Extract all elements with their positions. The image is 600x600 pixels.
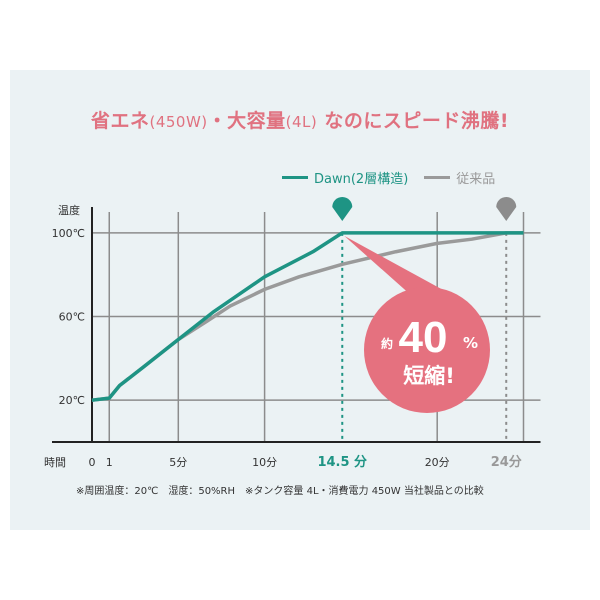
title-part: (450W) <box>149 113 208 131</box>
x-tick-label: 1 <box>106 456 113 469</box>
legend: Dawn(2層構造) 従来品 <box>282 168 511 187</box>
x-axis-label: 時間 <box>44 456 66 469</box>
legend-item-conventional: 従来品 <box>424 168 495 187</box>
series-line-dawn <box>91 231 524 402</box>
y-tick-label: 60℃ <box>59 311 85 324</box>
title-part: (4L) <box>285 113 318 131</box>
legend-swatch <box>282 176 308 179</box>
title-part: ・大容量 <box>207 110 286 132</box>
x-tick-label: 10分 <box>252 456 277 469</box>
map-pin-icon <box>496 197 517 221</box>
annotation-value: 40 <box>399 313 448 362</box>
map-pin-icon <box>332 197 353 221</box>
legend-swatch <box>424 176 451 179</box>
x-tick-label: 14.5 分 <box>317 454 367 470</box>
x-tick-label: 20分 <box>425 456 450 469</box>
x-tick-label: 24分 <box>491 454 522 470</box>
title-part: なのにスピード沸騰! <box>317 110 510 132</box>
title-part: 省エネ <box>90 110 150 132</box>
footnote: ※周囲温度：20℃ 湿度：50%RH ※タンク容量 4L・消費電力 450W 当… <box>76 486 484 497</box>
y-tick-label: 100℃ <box>52 227 85 240</box>
y-tick-label: 20℃ <box>59 394 85 407</box>
x-tick-label: 0 <box>89 456 96 469</box>
legend-item-dawn: Dawn(2層構造) <box>282 168 408 187</box>
y-axis-label: 温度 <box>58 203 80 217</box>
bubble-pointer <box>344 235 445 297</box>
chart-card <box>10 70 590 530</box>
annotation-prefix: 約 <box>381 336 393 351</box>
annotation-bubble <box>364 287 490 413</box>
legend-label: Dawn(2層構造) <box>314 172 409 187</box>
annotation-text: 短縮! <box>403 364 455 388</box>
x-tick-label: 5分 <box>169 456 187 469</box>
legend-label: 従来品 <box>456 172 496 187</box>
annotation-unit: % <box>463 334 478 352</box>
chart-title: 省エネ(450W)・大容量(4L) なのにスピード沸騰! <box>0 106 600 133</box>
